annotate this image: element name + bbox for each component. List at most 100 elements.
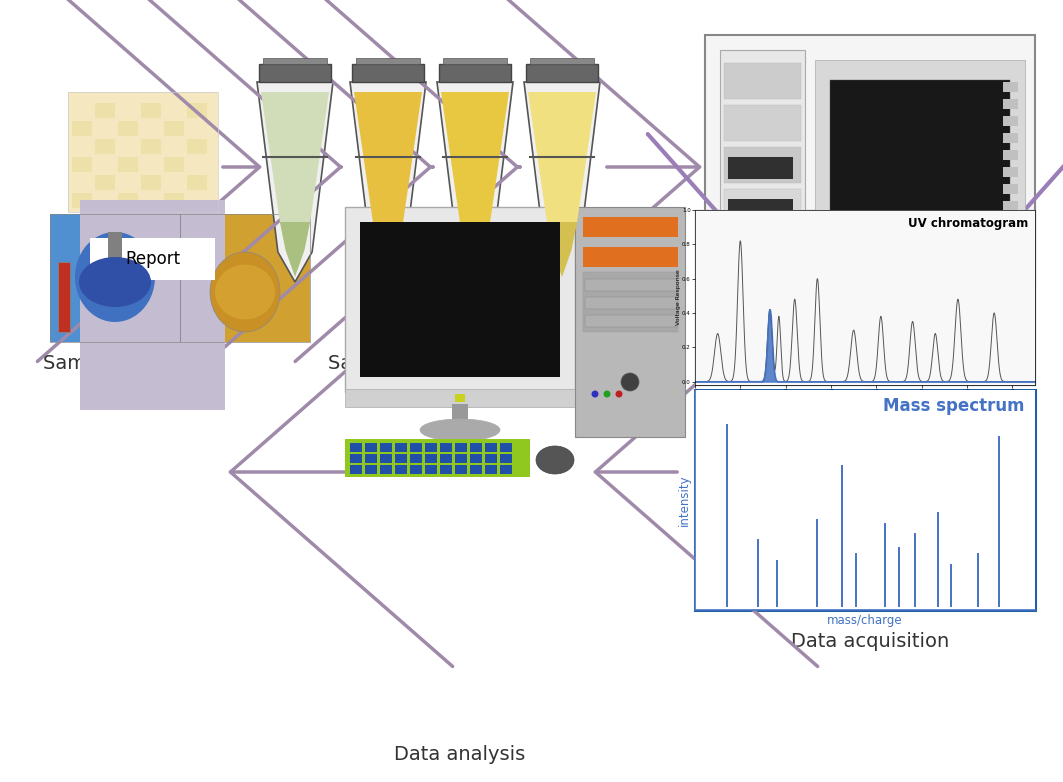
Bar (455, 454, 467, 463)
Bar (50, 214, 180, 342)
Bar (350, 443, 362, 452)
Bar (95, 175, 115, 190)
Polygon shape (280, 222, 310, 277)
Bar (108, 232, 122, 262)
Bar (575, 207, 685, 437)
Y-axis label: Voltage Response: Voltage Response (676, 270, 680, 325)
Bar (187, 193, 207, 208)
Bar (470, 465, 482, 474)
Bar (118, 193, 138, 208)
Bar (455, 443, 467, 452)
Bar (118, 103, 138, 118)
Bar (72, 175, 92, 190)
Polygon shape (546, 222, 577, 277)
Bar (1003, 235, 1018, 245)
Text: Sample collection: Sample collection (44, 354, 217, 373)
Bar (728, 199, 793, 221)
Ellipse shape (604, 390, 610, 397)
Bar (259, 64, 331, 82)
Bar (95, 193, 115, 208)
Bar (485, 443, 497, 452)
Bar (95, 103, 115, 118)
Bar (526, 64, 598, 82)
Bar (345, 207, 575, 392)
Bar (830, 80, 1010, 220)
Bar (72, 193, 92, 208)
Polygon shape (373, 222, 403, 277)
Polygon shape (257, 82, 333, 282)
Bar (720, 50, 805, 275)
Bar (583, 217, 678, 237)
Bar (141, 139, 161, 154)
Bar (365, 454, 377, 463)
Bar (583, 272, 678, 332)
Bar (425, 443, 437, 452)
Bar (164, 103, 184, 118)
Bar (395, 454, 407, 463)
Polygon shape (261, 92, 330, 222)
Bar (1003, 133, 1018, 143)
Bar (180, 214, 310, 342)
Bar (365, 443, 377, 452)
X-axis label: mass/charge: mass/charge (827, 614, 902, 627)
Bar (455, 465, 467, 474)
Text: Sample preparation: Sample preparation (328, 354, 522, 373)
Bar (583, 247, 678, 267)
Ellipse shape (621, 373, 639, 391)
Bar (187, 103, 207, 118)
X-axis label: Time: Time (856, 396, 874, 404)
Bar (1003, 167, 1018, 177)
Bar (141, 103, 161, 118)
Bar (95, 121, 115, 136)
Bar (585, 297, 677, 309)
Bar (141, 157, 161, 172)
Bar (360, 222, 560, 377)
Bar (352, 64, 424, 82)
Bar (440, 465, 452, 474)
Bar (379, 443, 392, 452)
Bar (58, 262, 70, 332)
Bar (470, 443, 482, 452)
Bar (695, 210, 1035, 385)
Polygon shape (437, 82, 513, 282)
Bar (164, 193, 184, 208)
Bar (410, 443, 422, 452)
Bar (345, 439, 530, 477)
Bar (440, 454, 452, 463)
Text: UV chromatogram: UV chromatogram (908, 217, 1028, 230)
Bar (68, 92, 218, 212)
Text: Report: Report (125, 250, 180, 268)
Bar (425, 454, 437, 463)
Bar (50, 214, 180, 342)
Bar (1003, 201, 1018, 211)
Bar (1003, 116, 1018, 126)
Bar (118, 175, 138, 190)
Bar (443, 58, 507, 64)
Bar (500, 465, 512, 474)
Bar (379, 465, 392, 474)
Ellipse shape (591, 390, 598, 397)
Bar (410, 454, 422, 463)
Bar (187, 139, 207, 154)
Polygon shape (528, 92, 596, 222)
Bar (585, 279, 677, 291)
Polygon shape (441, 92, 509, 222)
Bar (164, 139, 184, 154)
Bar (72, 103, 92, 118)
Bar (350, 465, 362, 474)
Bar (68, 92, 218, 212)
Bar (365, 465, 377, 474)
Bar (724, 147, 802, 183)
Bar (410, 465, 422, 474)
Bar (425, 465, 437, 474)
Ellipse shape (215, 264, 275, 320)
Bar (72, 157, 92, 172)
Bar (695, 390, 1035, 610)
Bar (452, 404, 468, 420)
Bar (1003, 150, 1018, 160)
Bar (728, 157, 793, 179)
Bar (118, 139, 138, 154)
Text: Data acquisition: Data acquisition (791, 632, 949, 651)
Text: LC-MS analysis: LC-MS analysis (797, 302, 943, 321)
Polygon shape (350, 82, 426, 282)
